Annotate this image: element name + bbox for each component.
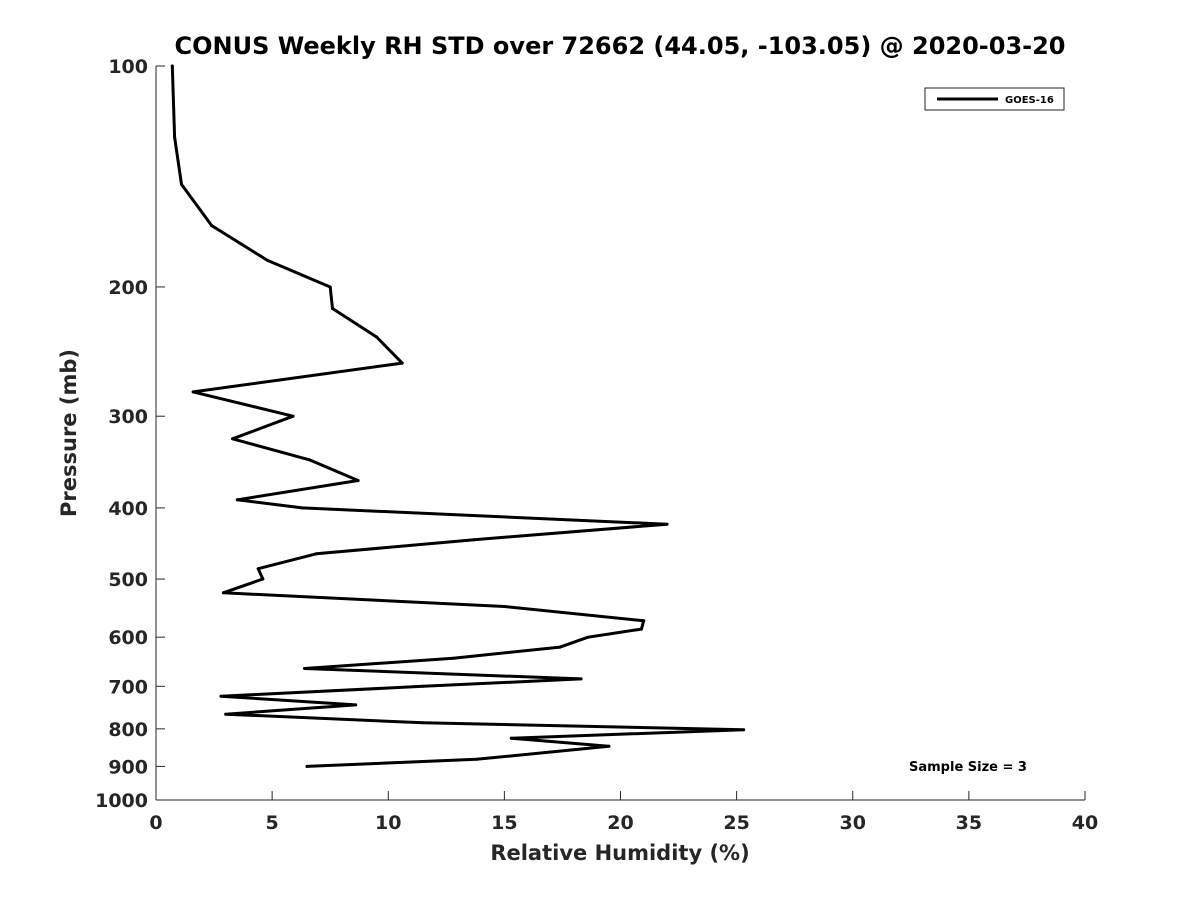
x-tick-label: 15 [491, 812, 517, 834]
sample-size-annotation: Sample Size = 3 [909, 760, 1027, 775]
data-point [235, 498, 239, 502]
data-point [642, 619, 646, 623]
data-point [291, 414, 295, 418]
data-point [300, 506, 304, 510]
data-point [219, 694, 223, 698]
data-point [375, 335, 379, 339]
y-tick-label: 100 [108, 56, 148, 78]
x-tick-label: 35 [956, 812, 982, 834]
series-line-goes-16 [170, 64, 746, 768]
y-tick-label: 200 [108, 277, 148, 299]
x-tick-label: 0 [149, 812, 162, 834]
data-point [266, 258, 269, 262]
data-point [173, 135, 177, 139]
data-point [170, 64, 174, 68]
x-tick-label: 10 [375, 812, 401, 834]
data-point [354, 703, 358, 707]
data-point [579, 677, 583, 681]
chart-title: CONUS Weekly RH STD over 72662 (44.05, -… [174, 32, 1065, 60]
y-tick-label: 500 [108, 569, 148, 591]
data-point [421, 684, 425, 688]
data-point [356, 479, 360, 482]
x-tick-label: 40 [1072, 812, 1098, 834]
data-point [586, 635, 590, 639]
x-tick-label: 20 [607, 812, 633, 834]
data-point [400, 361, 404, 365]
data-point [502, 605, 506, 608]
data-point [742, 728, 746, 732]
data-point [472, 538, 476, 542]
data-point [509, 736, 513, 740]
data-point [224, 712, 228, 716]
x-tick-label: 5 [266, 812, 279, 834]
data-point [221, 591, 225, 595]
data-point [451, 656, 455, 660]
data-point [210, 224, 214, 228]
data-point [607, 744, 611, 748]
y-tick-label: 1000 [95, 790, 148, 812]
series-layer [170, 64, 746, 768]
data-point [307, 458, 311, 462]
data-point [261, 577, 265, 581]
y-tick-label: 800 [108, 719, 148, 741]
y-axis-label: Pressure (mb) [57, 349, 81, 517]
data-point [191, 390, 195, 394]
y-tick-label: 700 [108, 676, 148, 698]
data-point [256, 567, 260, 571]
data-point [558, 645, 562, 649]
x-axis-ticks: 0 5 10 15 20 25 30 35 40 [149, 791, 1098, 834]
y-tick-label: 400 [108, 498, 148, 520]
data-point [421, 721, 425, 725]
x-axis-label: Relative Humidity (%) [490, 841, 749, 865]
data-point [303, 667, 307, 670]
legend-label-goes-16: GOES-16 [1005, 95, 1054, 106]
y-tick-label: 600 [108, 627, 148, 649]
y-tick-label: 900 [108, 756, 148, 778]
data-point [231, 437, 235, 441]
y-axis-ticks: 100 200 300 400 500 600 700 800 900 1000 [95, 56, 165, 812]
y-tick-label: 300 [108, 406, 148, 428]
data-point [305, 764, 309, 768]
data-point [475, 757, 478, 761]
x-tick-label: 30 [840, 812, 866, 834]
data-point [331, 307, 334, 310]
data-point [314, 552, 318, 556]
x-tick-label: 25 [723, 812, 749, 834]
legend: GOES-16 [924, 87, 1065, 111]
data-point [665, 522, 669, 526]
data-point [328, 285, 332, 289]
data-point [180, 182, 183, 186]
data-point [639, 627, 643, 631]
